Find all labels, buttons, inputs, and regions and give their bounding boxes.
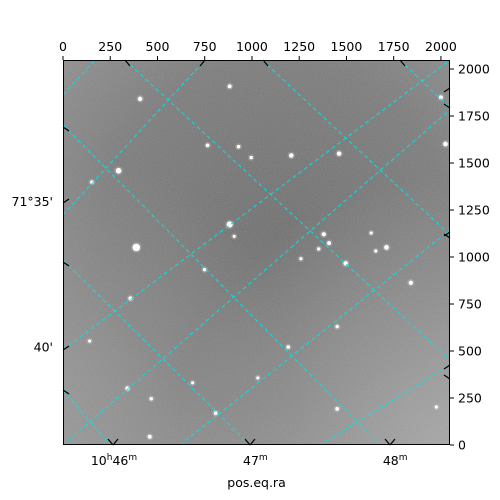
x-tick-label: 1250	[283, 39, 315, 54]
world-tick-mark	[384, 438, 391, 446]
star	[327, 241, 332, 246]
sky-image	[63, 60, 450, 445]
world-tick-mark	[262, 59, 269, 67]
world-tick-mark	[249, 438, 256, 446]
world-tick-mark	[443, 374, 451, 380]
world-tick-mark	[399, 59, 406, 67]
sky-noise	[63, 60, 450, 445]
star	[434, 405, 438, 409]
grid-line	[399, 60, 450, 109]
y-tick-label: 1500	[458, 156, 490, 171]
grid-line	[63, 124, 381, 445]
star	[137, 96, 143, 102]
y-tick-label: 1250	[458, 203, 490, 218]
star	[299, 257, 303, 261]
x-tick-label: 1750	[378, 39, 410, 54]
star	[321, 232, 326, 237]
star	[88, 339, 92, 343]
world-tick-mark	[443, 233, 451, 239]
star	[286, 345, 291, 349]
world-tick-mark	[124, 59, 131, 67]
star	[213, 411, 218, 416]
plot-frame	[63, 60, 450, 445]
star	[256, 376, 260, 380]
world-axis-ticks: 10h46m 47m 48m 71°35' 40'	[12, 59, 451, 468]
star	[335, 407, 340, 411]
star	[438, 95, 443, 100]
dec-tick-label: 71°35'	[12, 194, 54, 209]
x-tick-label: 2000	[425, 39, 457, 54]
star	[128, 296, 133, 301]
star	[132, 243, 141, 252]
dec-tick-label: 40'	[34, 339, 53, 354]
world-tick-mark	[244, 438, 251, 446]
x-tick-label: 750	[193, 39, 217, 54]
star	[125, 386, 130, 391]
world-tick-mark	[62, 126, 70, 132]
world-tick-mark	[389, 438, 396, 446]
grid-line	[63, 60, 96, 96]
grid-line	[63, 60, 206, 216]
x-axis-label: pos.eq.ra	[227, 475, 285, 490]
star	[227, 84, 232, 89]
star	[232, 234, 236, 238]
x-tick-label: 0	[59, 39, 67, 54]
x-tick-label: 1000	[236, 39, 268, 54]
star	[443, 141, 448, 147]
star	[384, 245, 389, 250]
x-tick-label: 250	[98, 39, 122, 54]
ra-tick-label: 48m	[383, 453, 408, 468]
star	[408, 280, 413, 285]
grid-line	[63, 389, 111, 445]
grid-line	[124, 60, 450, 361]
world-tick-mark	[199, 59, 206, 67]
ra-tick-label: 10h46m	[91, 453, 137, 468]
world-tick-mark	[443, 87, 451, 93]
grid-line	[63, 60, 450, 351]
y-tick-label: 2000	[458, 62, 490, 77]
grid-line	[179, 229, 450, 445]
coordinate-grid	[63, 60, 450, 445]
star	[147, 434, 152, 439]
grid-line	[261, 60, 450, 236]
world-tick-mark	[62, 345, 70, 351]
star	[316, 247, 321, 251]
star	[335, 324, 339, 329]
world-tick-mark	[62, 198, 70, 204]
world-tick-mark	[62, 389, 70, 395]
y-tick-label: 250	[458, 391, 482, 406]
star	[115, 167, 122, 174]
y-tick-label: 750	[458, 297, 482, 312]
y-tick-label: 0	[458, 438, 466, 453]
x-tick-label: 500	[146, 39, 170, 54]
world-tick-mark	[112, 438, 119, 446]
y-tick-label: 1750	[458, 109, 490, 124]
y-tick-label: 1000	[458, 250, 490, 265]
star	[236, 144, 241, 149]
star	[369, 231, 373, 235]
x-tick-label: 1500	[331, 39, 363, 54]
world-tick-mark	[62, 261, 70, 267]
star	[289, 153, 294, 158]
grid-line	[319, 364, 450, 445]
ra-tick-label: 47m	[243, 453, 268, 468]
grid-line	[63, 109, 450, 445]
y-tick-label: 500	[458, 344, 482, 359]
star	[374, 249, 378, 253]
world-tick-mark	[443, 103, 451, 109]
pixel-axis-ticks: 0 250 500 750 1000 1250 1500 1750 2000 0 250 500 750…	[59, 39, 490, 453]
star	[249, 155, 253, 160]
star	[202, 267, 207, 272]
stars	[86, 82, 450, 441]
world-tick-mark	[443, 364, 451, 370]
star	[191, 381, 195, 385]
star	[336, 151, 342, 156]
star	[149, 397, 153, 401]
star	[205, 143, 210, 148]
world-tick-mark	[107, 438, 114, 446]
